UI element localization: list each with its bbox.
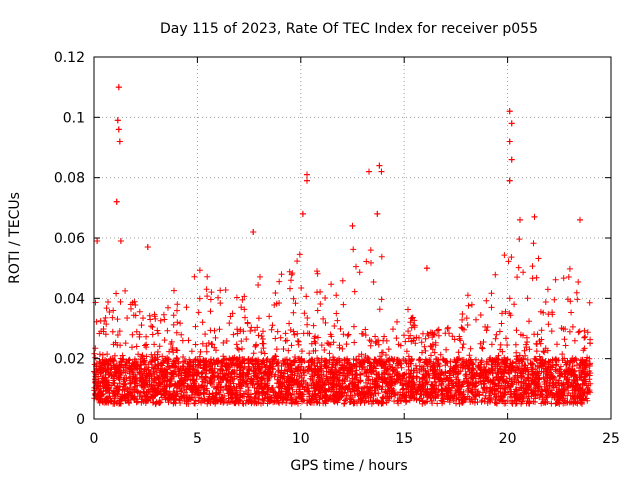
roti-peak-point	[517, 216, 524, 223]
y-tick-label: 0.04	[54, 291, 85, 307]
roti-peak-point	[304, 177, 311, 184]
axis-ticks: 0 5 10 15 20 25 0 0.02 0.04 0.06 0.08 0.1 0.12	[54, 50, 620, 447]
roti-peak-point	[366, 168, 373, 175]
roti-peak-point	[531, 213, 538, 220]
roti-peak-point	[506, 138, 513, 145]
y-tick-label: 0.02	[54, 352, 85, 368]
y-tick-label: 0.06	[54, 231, 85, 247]
roti-peak-point	[378, 168, 385, 175]
y-tick-label: 0	[76, 412, 85, 428]
roti-peak-point	[508, 120, 515, 127]
roti-peak-point	[423, 265, 430, 272]
roti-peak-point	[374, 210, 381, 217]
x-axis-label: GPS time / hours	[290, 458, 407, 474]
x-tick-label: 25	[602, 431, 620, 447]
roti-peak-point	[304, 171, 311, 178]
x-tick-label: 20	[499, 431, 517, 447]
roti-peak-point	[349, 222, 356, 229]
roti-peak-point	[144, 244, 151, 251]
roti-peak-point	[299, 210, 306, 217]
roti-peak-point	[115, 84, 122, 91]
y-tick-label: 0.08	[54, 171, 85, 187]
x-tick-label: 5	[193, 431, 202, 447]
roti-peak-point	[506, 108, 513, 115]
y-tick-label: 0.12	[54, 50, 85, 66]
x-tick-label: 10	[292, 431, 310, 447]
roti-markers	[91, 84, 594, 407]
roti-peak-point	[115, 126, 122, 133]
roti-peak-point	[506, 177, 513, 184]
roti-peak-point	[114, 117, 121, 124]
roti-peak-point	[94, 238, 101, 245]
roti-peak-point	[116, 138, 123, 145]
y-axis-label: ROTI / TECUs	[7, 192, 23, 284]
roti-peak-point	[250, 228, 257, 235]
data-points	[91, 84, 594, 407]
chart-title: Day 115 of 2023, Rate Of TEC Index for r…	[160, 21, 538, 37]
grid-lines	[94, 57, 611, 419]
roti-peak-point	[576, 216, 583, 223]
x-tick-label: 0	[90, 431, 99, 447]
x-tick-label: 15	[395, 431, 413, 447]
roti-peak-point	[508, 156, 515, 163]
roti-peak-point	[376, 162, 383, 169]
roti-peak-point	[117, 238, 124, 245]
roti-peak-point	[113, 198, 120, 205]
y-tick-label: 0.1	[63, 110, 85, 126]
